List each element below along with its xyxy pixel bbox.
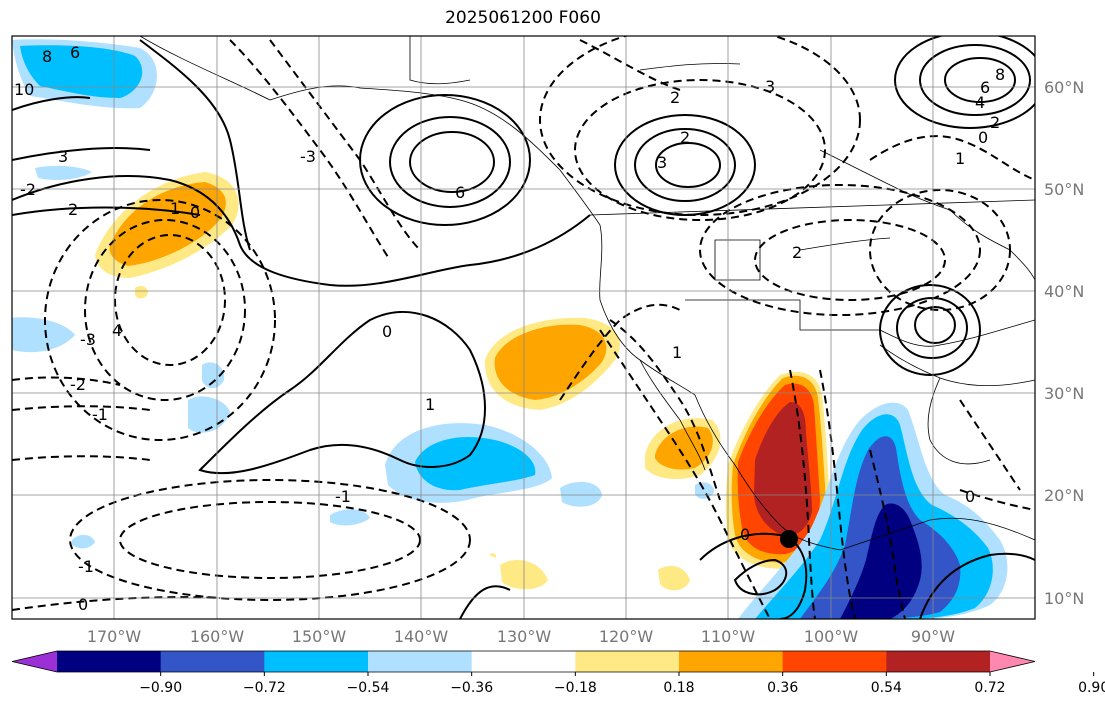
solid-contours xyxy=(12,36,1035,619)
contour-label: 8 xyxy=(42,47,52,66)
colorbar-segment xyxy=(264,651,369,672)
lon-label: 160°W xyxy=(190,627,245,646)
contour-label: 4 xyxy=(975,93,985,112)
contour-label: 0 xyxy=(382,322,392,341)
colorbar-tick-label: 0.18 xyxy=(663,680,694,696)
contour-label: -1 xyxy=(78,557,94,576)
contour-label: 0 xyxy=(190,203,200,222)
lat-label: 40°N xyxy=(1044,282,1084,301)
colorbar-tick-label: −0.54 xyxy=(347,680,390,696)
colorbar-segment xyxy=(679,651,784,672)
dashed-contours xyxy=(12,36,1035,619)
contour-label: 3 xyxy=(765,77,775,96)
colorbar-extend-low xyxy=(12,651,57,672)
colorbar-segment xyxy=(471,651,576,672)
contour-label-group: 6 8 10 3 2 1 0 -1 -2 -3 4 6 2 3 2 3 0 -1… xyxy=(14,43,1005,614)
contour-label: 8 xyxy=(995,65,1005,84)
contour-label: 0 xyxy=(78,595,88,614)
lon-label: 140°W xyxy=(394,627,449,646)
lat-label: 10°N xyxy=(1044,589,1084,608)
contour-label: 1 xyxy=(672,343,682,362)
contour-label: -1 xyxy=(92,405,108,424)
longitude-labels: 170°W 160°W 150°W 140°W 130°W 120°W 110°… xyxy=(87,627,955,646)
colorbar-segment xyxy=(886,651,991,672)
colorbar-tick-label: −0.90 xyxy=(139,680,182,696)
contour-label: -2 xyxy=(20,180,36,199)
contour-label: -3 xyxy=(80,330,96,349)
contour-label: 0 xyxy=(965,487,975,506)
contour-label: 6 xyxy=(70,43,80,62)
colorbar-segment xyxy=(782,651,887,672)
contour-label: 3 xyxy=(657,153,667,172)
colorbar-tick-labels: −0.90 −0.72 −0.54 −0.36 −0.18 0.18 0.36 0.54 0.7… xyxy=(139,672,1105,696)
contour-label: -2 xyxy=(70,375,86,394)
contour-label: 2 xyxy=(670,88,680,107)
colorbar-segment xyxy=(160,651,265,672)
contour-label: 3 xyxy=(58,147,68,166)
colorbar-tick-label: 0.54 xyxy=(871,680,902,696)
contour-label: 2 xyxy=(680,128,690,147)
lat-label: 50°N xyxy=(1044,180,1084,199)
contour-label: 0 xyxy=(978,128,988,147)
coastlines xyxy=(139,36,1035,551)
lon-label: 120°W xyxy=(599,627,654,646)
lon-label: 130°W xyxy=(497,627,552,646)
contour-label: 6 xyxy=(980,78,990,97)
latitude-labels: 60°N 50°N 40°N 30°N 20°N 10°N xyxy=(1044,78,1084,608)
contour-label: 0 xyxy=(740,525,750,544)
colorbar-tick-label: −0.36 xyxy=(450,680,493,696)
colorbar-segment xyxy=(575,651,680,672)
map-frame xyxy=(11,35,1036,620)
lat-label: 60°N xyxy=(1044,78,1084,97)
contour-label: -3 xyxy=(300,147,316,166)
contour-label: 2 xyxy=(68,200,78,219)
contour-label: 1 xyxy=(425,395,435,414)
contour-label: 4 xyxy=(112,321,122,340)
colorbar-segment xyxy=(57,651,162,672)
contour-label: -1 xyxy=(335,487,351,506)
colorbar xyxy=(11,650,1036,673)
contour-label: 1 xyxy=(955,149,965,168)
map-title: 2025061200 F060 xyxy=(445,8,601,28)
lon-label: 110°W xyxy=(701,627,756,646)
colorbar-tick-label: 0.36 xyxy=(767,680,798,696)
colorbar-extend-high xyxy=(990,651,1035,672)
colorbar-tick-label: 0.90 xyxy=(1078,680,1105,696)
contour-label: 6 xyxy=(455,183,465,202)
graticule xyxy=(12,36,1035,619)
contour-label: 1 xyxy=(170,199,180,218)
contour-label: 10 xyxy=(14,80,34,99)
colorbar-tick-label: −0.72 xyxy=(243,680,286,696)
lat-label: 20°N xyxy=(1044,486,1084,505)
colorbar-tick-label: 0.72 xyxy=(974,680,1005,696)
colorbar-segment xyxy=(368,651,473,672)
contour-label: 2 xyxy=(990,113,1000,132)
contour-label: 2 xyxy=(792,243,802,262)
lon-label: 100°W xyxy=(804,627,859,646)
lon-label: 150°W xyxy=(292,627,347,646)
lat-label: 30°N xyxy=(1044,384,1084,403)
location-marker xyxy=(780,530,798,548)
lon-label: 90°W xyxy=(911,627,955,646)
lon-label: 170°W xyxy=(87,627,142,646)
colorbar-tick-label: −0.18 xyxy=(554,680,597,696)
colorbar-outline xyxy=(11,650,1036,673)
